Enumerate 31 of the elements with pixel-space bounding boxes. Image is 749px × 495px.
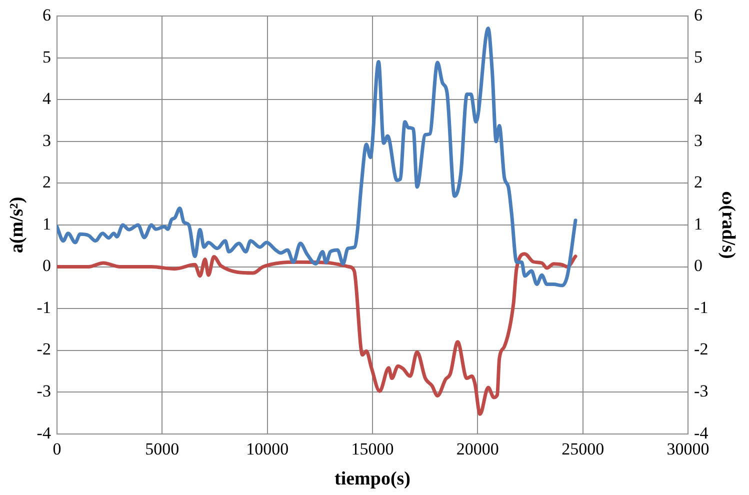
y2-tick-label: 2 bbox=[694, 172, 703, 192]
y-tick-label: 1 bbox=[42, 214, 51, 234]
y-axis-title: a(m/s²) bbox=[6, 196, 28, 254]
y2-tick-label: 6 bbox=[694, 6, 703, 25]
y2-tick-label: 1 bbox=[694, 214, 703, 234]
y2-tick-label: -2 bbox=[694, 340, 708, 359]
x-tick-label: 15000 bbox=[351, 439, 394, 458]
y-tick-label: 6 bbox=[42, 6, 51, 25]
y2-tick-label: 3 bbox=[694, 130, 703, 150]
x-tick-label: 20000 bbox=[456, 439, 499, 458]
y-tick-label: -4 bbox=[36, 423, 52, 442]
x-tick-label: 10000 bbox=[246, 439, 289, 458]
x-tick-label: 5000 bbox=[145, 439, 180, 458]
y2-tick-label: -1 bbox=[694, 298, 708, 317]
y-tick-label: 3 bbox=[42, 130, 51, 150]
line-series bbox=[56, 252, 578, 416]
line-series bbox=[56, 26, 578, 288]
y2-tick-label: 4 bbox=[694, 89, 704, 108]
y-tick-label: -1 bbox=[36, 298, 51, 317]
x-axis-title: tiempo(s) bbox=[334, 468, 410, 490]
y2-tick-label: 0 bbox=[694, 256, 703, 276]
y2-axis-title: ω(rad/s) bbox=[718, 191, 739, 259]
y2-tick-label: 5 bbox=[694, 47, 703, 66]
y-tick-label: -3 bbox=[36, 382, 51, 401]
y-tick-label: 0 bbox=[42, 256, 51, 276]
y-tick-label: 4 bbox=[42, 89, 52, 108]
y-tick-label: -2 bbox=[36, 340, 51, 359]
y-tick-label: 2 bbox=[42, 172, 51, 192]
x-tick-label: 25000 bbox=[562, 439, 604, 458]
y-tick-label: 5 bbox=[42, 47, 51, 66]
y2-tick-label: -3 bbox=[694, 382, 708, 401]
